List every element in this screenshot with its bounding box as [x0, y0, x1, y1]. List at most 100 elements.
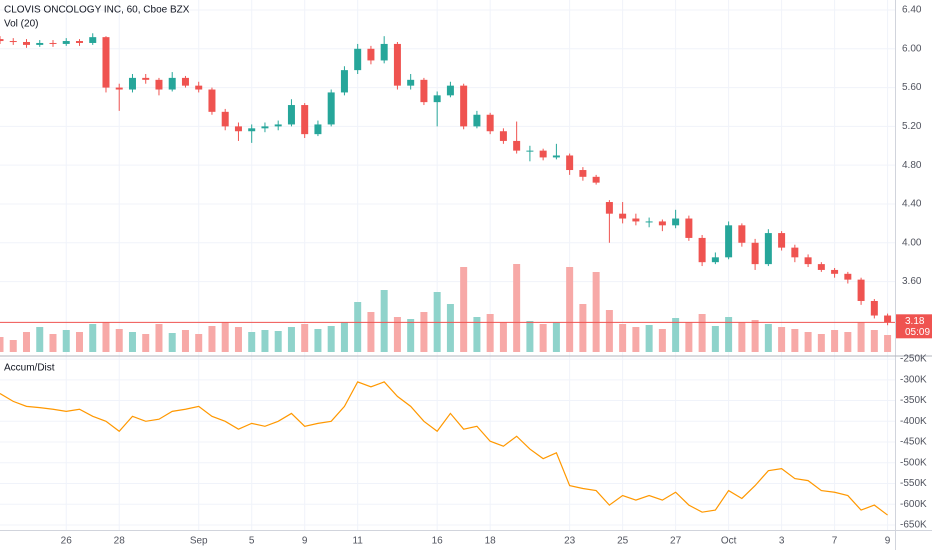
- candle-body: [552, 155, 560, 158]
- volume-bar: [473, 317, 481, 352]
- y-tick-label: 6.40: [902, 5, 922, 16]
- volume-bar: [168, 333, 176, 352]
- candle-body: [725, 225, 733, 258]
- candle-body: [354, 48, 362, 71]
- volume-bar: [420, 312, 428, 352]
- volume-bar: [632, 327, 640, 352]
- volume-bar: [367, 312, 375, 352]
- countdown-label: 05:09: [905, 327, 930, 338]
- y2-tick-label: -300K: [900, 374, 927, 385]
- candle-body: [314, 124, 322, 135]
- volume-bar: [195, 334, 203, 352]
- volume-bar: [499, 322, 507, 352]
- candle-body: [778, 233, 786, 248]
- candle-body: [473, 114, 481, 127]
- candle-body: [181, 77, 189, 86]
- candle-body: [738, 225, 746, 243]
- volume-bar: [513, 264, 521, 352]
- candle-body: [0, 39, 4, 42]
- volume-bar: [221, 322, 229, 352]
- candle-body: [49, 42, 57, 44]
- candle-body: [208, 89, 216, 112]
- volume-bar: [817, 334, 825, 352]
- volume-bar: [672, 318, 680, 352]
- volume-bar: [778, 327, 786, 352]
- volume-bar: [764, 324, 772, 352]
- volume-bar: [36, 327, 44, 352]
- volume-bar: [566, 267, 574, 352]
- volume-bar: [804, 332, 812, 352]
- volume-bar: [738, 322, 746, 352]
- candle-body: [672, 218, 680, 226]
- volume-bar: [791, 329, 799, 352]
- candle-body: [433, 95, 441, 103]
- volume-bar: [62, 330, 70, 352]
- candle-body: [128, 77, 136, 90]
- candle-body: [711, 257, 719, 263]
- candle-body: [804, 257, 812, 265]
- y-tick-label: 4.80: [902, 160, 922, 171]
- y-tick-label: 3.60: [902, 276, 922, 287]
- x-tick-label: 5: [249, 536, 255, 547]
- y2-tick-label: -350K: [900, 395, 927, 406]
- candle-body: [857, 279, 865, 301]
- y2-tick-label: -450K: [900, 437, 927, 448]
- candle-body: [791, 247, 799, 258]
- candle-body: [9, 41, 17, 43]
- volume-bar: [248, 332, 256, 352]
- volume-bar: [685, 322, 693, 352]
- volume-bar: [287, 327, 295, 352]
- volume-bar: [751, 320, 759, 352]
- volume-bar: [552, 322, 560, 352]
- volume-bar: [234, 327, 242, 352]
- x-tick-label: 3: [779, 536, 785, 547]
- candle-body: [142, 77, 150, 80]
- candle-body: [526, 150, 534, 152]
- candle-body: [36, 42, 44, 45]
- candle-body: [301, 105, 309, 135]
- candle-body: [658, 221, 666, 226]
- candle-body: [115, 87, 123, 90]
- y2-tick-label: -600K: [900, 499, 927, 510]
- volume-bar: [605, 310, 613, 352]
- candle-body: [460, 85, 468, 127]
- candle-body: [168, 77, 176, 90]
- volume-bar: [142, 334, 150, 352]
- volume-bar: [711, 326, 719, 352]
- candle-body: [380, 43, 388, 61]
- candle-body: [407, 79, 415, 86]
- candle-body: [566, 155, 574, 171]
- volume-label: Vol (20): [4, 19, 38, 30]
- volume-bar: [645, 325, 653, 352]
- x-tick-label: 9: [885, 536, 891, 547]
- volume-bar: [115, 329, 123, 352]
- y2-tick-label: -500K: [900, 457, 927, 468]
- volume-bar: [658, 329, 666, 352]
- volume-bar: [460, 267, 468, 352]
- volume-pane: [0, 264, 892, 352]
- candle-body: [513, 140, 521, 151]
- volume-bar: [314, 329, 322, 352]
- volume-bar: [698, 314, 706, 352]
- volume-bar: [274, 331, 282, 352]
- candle-body: [75, 41, 83, 43]
- candle-body: [632, 218, 640, 222]
- x-tick-label: Sep: [190, 536, 208, 547]
- candle-body: [579, 170, 587, 177]
- volume-bar: [155, 324, 163, 352]
- last-price-box: [896, 314, 932, 339]
- volume-bar: [261, 330, 269, 352]
- price-pane: [0, 33, 895, 326]
- candle-body: [751, 242, 759, 265]
- volume-bar: [0, 337, 4, 352]
- x-tick-label: 27: [670, 536, 682, 547]
- candle-body: [884, 315, 892, 323]
- y2-tick-label: -550K: [900, 478, 927, 489]
- volume-bar: [884, 335, 892, 352]
- volume-bar: [592, 272, 600, 352]
- x-tick-label: 16: [432, 536, 444, 547]
- volume-bar: [380, 290, 388, 352]
- candle-body: [234, 126, 242, 132]
